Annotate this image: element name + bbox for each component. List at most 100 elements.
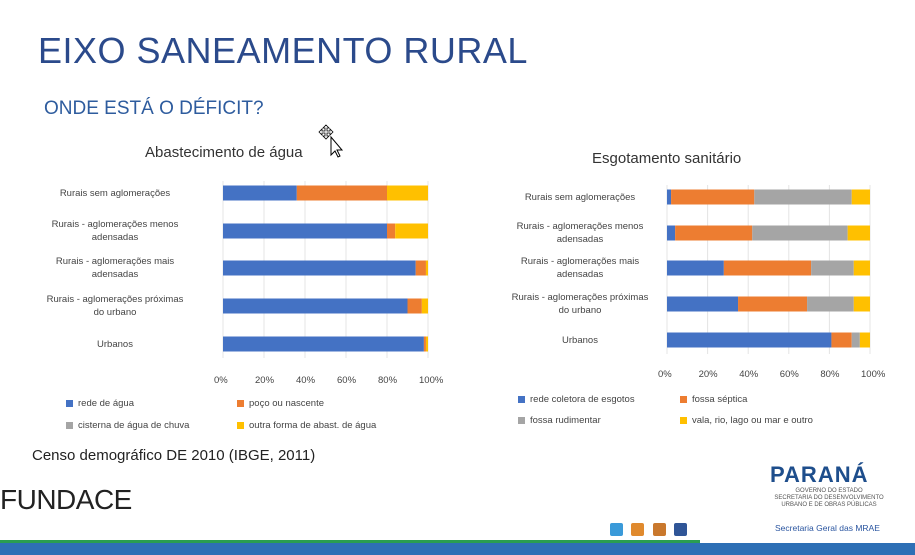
waste-icon	[631, 523, 645, 536]
bar-segment	[387, 185, 428, 201]
legend-item: rede de água	[66, 398, 134, 409]
slide-title: EIXO SANEAMENTO RURAL	[38, 30, 528, 71]
bar-segment	[421, 298, 428, 314]
legend-swatch	[66, 421, 73, 429]
bar-segment	[667, 332, 832, 348]
legend-label: rede de água	[78, 398, 134, 409]
tick-label: 80%	[820, 369, 840, 380]
secretaria-label: Secretaria Geral das MRAE	[775, 523, 880, 533]
bar-segment	[415, 260, 426, 276]
legend-label: rede coletora de esgotos	[530, 394, 635, 405]
legend-label: poço ou nascente	[249, 398, 325, 409]
tick-label: 60%	[337, 375, 357, 386]
bar-segment	[723, 260, 812, 276]
legend-item: fossa rudimentar	[518, 415, 601, 426]
tick-label: 100%	[419, 375, 444, 386]
bar-segment	[738, 296, 808, 312]
legend-swatch	[518, 395, 525, 403]
legend-swatch	[680, 416, 687, 424]
legend-swatch	[237, 421, 244, 429]
legend-swatch	[237, 399, 244, 407]
bar-segment	[754, 189, 852, 205]
sewage-icon	[652, 523, 666, 536]
legend-item: rede coletora de esgotos	[518, 394, 635, 405]
bar-segment	[847, 225, 870, 241]
chart-title: Esgotamento sanitário	[592, 150, 742, 167]
legend-swatch	[680, 395, 687, 403]
legend-label: fossa séptica	[692, 394, 748, 405]
category-label: Rurais - aglomerações mais adensadas	[55, 256, 175, 280]
legend-item: vala, rio, lago ou mar e outro	[680, 415, 813, 426]
fundace-logo: FUNDACE	[0, 484, 132, 515]
bar-segment	[223, 336, 424, 352]
tick-label: 20%	[698, 369, 718, 380]
bar-segment	[423, 336, 426, 352]
tick-label: 80%	[378, 375, 398, 386]
category-label: Rurais - aglomerações menos adensadas	[516, 221, 644, 245]
footer-icons	[610, 523, 691, 541]
parana-logo: PARANÁ GOVERNO DO ESTADO SECRETARIA DO D…	[770, 462, 910, 509]
bar-segment	[752, 225, 848, 241]
bar-segment	[667, 296, 739, 312]
bar-segment	[395, 223, 428, 239]
drainage-icon	[674, 523, 688, 536]
category-label: Rurais sem aglomerações	[59, 187, 171, 199]
tick-label: 0%	[658, 369, 672, 380]
parana-subline3: URBANO E DE OBRAS PÚBLICAS	[781, 502, 877, 508]
footer-green-stripe	[0, 540, 700, 543]
category-label: Rurais - aglomerações mais adensadas	[520, 256, 640, 280]
bar-segment	[851, 332, 860, 348]
bar-segment	[223, 298, 408, 314]
legend-item: cisterna de água de chuva	[66, 420, 189, 431]
legend-label: cisterna de água de chuva	[78, 420, 190, 431]
legend-item: outra forma de abast. de água	[237, 420, 376, 431]
water-icon	[610, 523, 623, 536]
source-note: Censo demográfico DE 2010 (IBGE, 2011)	[32, 447, 316, 464]
parana-subline1: GOVERNO DO ESTADO	[795, 488, 863, 494]
bar-segment	[811, 260, 854, 276]
tick-label: 40%	[296, 375, 316, 386]
parana-subline2: SECRETARIA DO DESENVOLVIMENTO	[774, 495, 884, 501]
bar-segment	[667, 225, 676, 241]
footer-blue-bar	[0, 543, 915, 555]
parana-wordmark: PARANÁ	[770, 462, 869, 487]
bar-segment	[425, 336, 428, 352]
move-cursor-icon	[318, 124, 344, 158]
slide-subtitle: ONDE ESTÁ O DÉFICIT?	[44, 98, 264, 119]
bar-segment	[667, 260, 724, 276]
tick-label: 20%	[255, 375, 275, 386]
bar-segment	[425, 260, 428, 276]
category-label: Urbanos	[562, 334, 598, 346]
bar-segment	[296, 185, 387, 201]
legend-label: outra forma de abast. de água	[249, 420, 377, 431]
category-label: Rurais - aglomerações menos adensadas	[51, 219, 179, 243]
tick-label: 0%	[214, 375, 228, 386]
bar-segment	[859, 332, 870, 348]
bar-segment	[387, 223, 396, 239]
legend-swatch	[66, 399, 73, 407]
category-label: Rurais - aglomerações próximas do urbano	[46, 294, 184, 318]
bar-segment	[223, 223, 387, 239]
bar-segment	[667, 189, 672, 205]
category-label: Rurais - aglomerações próximas do urbano	[511, 292, 649, 316]
category-label: Urbanos	[97, 338, 133, 350]
legend-label: fossa rudimentar	[530, 415, 601, 426]
bar-segment	[407, 298, 422, 314]
bar-segment	[853, 296, 870, 312]
bar-segment	[223, 260, 416, 276]
bar-segment	[831, 332, 852, 348]
bar-segment	[223, 185, 297, 201]
tick-label: 60%	[779, 369, 799, 380]
bar-segment	[807, 296, 854, 312]
tick-label: 100%	[861, 369, 886, 380]
chart-title: Abastecimento de água	[145, 144, 303, 161]
bar-segment	[853, 260, 870, 276]
bar-segment	[671, 189, 755, 205]
bar-segment	[675, 225, 753, 241]
tick-label: 40%	[739, 369, 759, 380]
legend-item: poço ou nascente	[237, 398, 324, 409]
legend-label: vala, rio, lago ou mar e outro	[692, 415, 813, 426]
bar-segment	[851, 189, 870, 205]
